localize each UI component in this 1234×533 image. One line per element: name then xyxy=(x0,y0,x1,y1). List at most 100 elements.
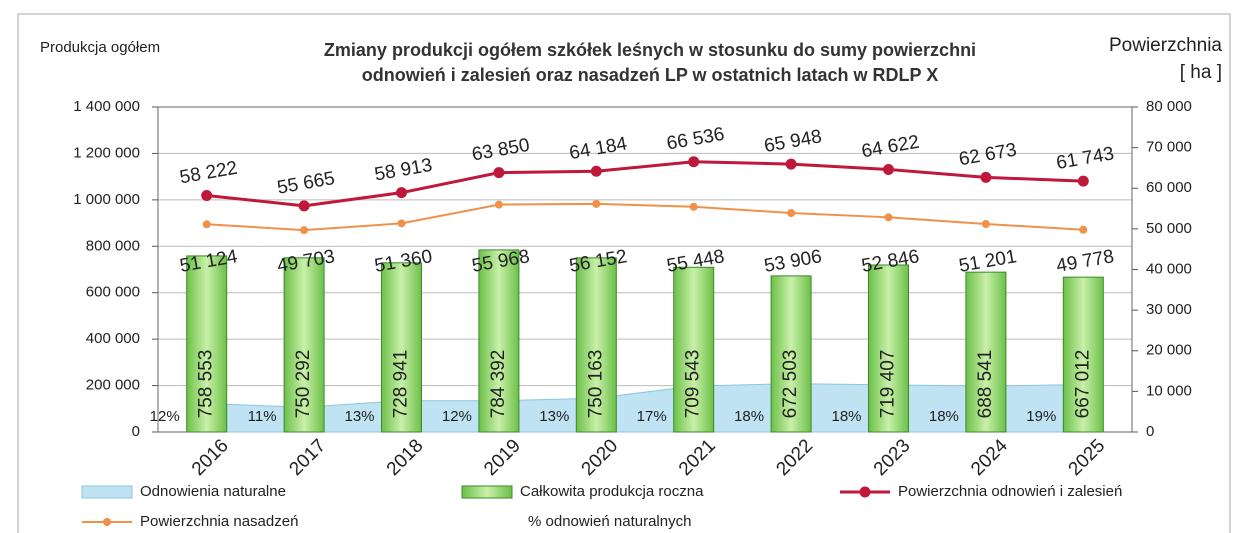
line-value-label: 61 743 xyxy=(1055,143,1116,174)
chart-title: Zmiany produkcji ogółem szkółek leśnych … xyxy=(324,40,976,60)
percent-label: 11% xyxy=(248,408,277,425)
chart-title: odnowień i zalesień oraz nasadzeń LP w o… xyxy=(362,65,938,85)
line-point xyxy=(688,156,700,168)
line-value-label: 53 906 xyxy=(763,246,824,277)
line-point xyxy=(785,158,797,170)
y-tick-label: 800 000 xyxy=(86,237,140,254)
line-point xyxy=(300,226,309,235)
line-point xyxy=(689,202,698,211)
legend-label: % odnowień naturalnych xyxy=(528,513,691,530)
bar xyxy=(1062,276,1104,433)
legend-label: Powierzchnia odnowień i zalesień xyxy=(898,483,1122,500)
percent-label: 12% xyxy=(150,408,180,425)
line-value-label: 58 222 xyxy=(178,158,239,189)
x-tick-label: 2017 xyxy=(285,435,330,480)
legend-swatch xyxy=(859,486,871,498)
line-value-label: 65 948 xyxy=(763,126,824,157)
bar xyxy=(478,249,520,433)
x-tick-label: 2018 xyxy=(383,435,428,480)
y2-tick-label: 10 000 xyxy=(1146,382,1192,399)
y2-tick-label: 20 000 xyxy=(1146,342,1192,359)
y2-tick-label: 40 000 xyxy=(1146,260,1192,277)
percent-label: 18% xyxy=(831,408,861,425)
line-point xyxy=(592,199,601,208)
percent-label: 17% xyxy=(637,408,667,425)
x-tick-label: 2021 xyxy=(675,435,720,480)
x-tick-label: 2025 xyxy=(1065,435,1110,480)
bar xyxy=(283,257,325,433)
y2-tick-label: 60 000 xyxy=(1146,179,1192,196)
bar xyxy=(770,275,812,433)
line-point xyxy=(884,213,893,222)
percent-label: 13% xyxy=(344,408,374,425)
line-point xyxy=(1079,225,1088,234)
line-point xyxy=(201,189,213,201)
line xyxy=(206,160,1084,208)
line-point xyxy=(202,220,211,229)
percent-label: 12% xyxy=(442,408,472,425)
y-tick-label: 600 000 xyxy=(86,284,140,301)
line-value-label: 55 665 xyxy=(276,168,337,199)
line-value-label: 49 778 xyxy=(1055,246,1116,277)
bar-value-label: 758 553 xyxy=(196,350,217,419)
y2-tick-label: 70 000 xyxy=(1146,139,1192,156)
y2-tick-label: 30 000 xyxy=(1146,301,1192,318)
line-point xyxy=(981,219,990,228)
bar xyxy=(868,264,909,433)
line-point xyxy=(298,200,310,212)
x-tick-label: 2019 xyxy=(480,435,525,480)
bar-value-label: 719 407 xyxy=(878,350,899,419)
bar xyxy=(575,257,617,433)
legend-swatch xyxy=(461,485,513,499)
y-tick-label: 1 200 000 xyxy=(73,144,140,161)
percent-label: 19% xyxy=(1026,408,1056,425)
legend-label: Odnowienia naturalne xyxy=(140,483,286,500)
bar-value-label: 672 503 xyxy=(780,350,801,419)
percent-label: 18% xyxy=(929,408,959,425)
y2-axis-label: Powierzchnia xyxy=(1109,35,1222,56)
bar-value-label: 784 392 xyxy=(488,350,509,419)
line-value-label: 63 850 xyxy=(470,135,531,166)
y-tick-label: 400 000 xyxy=(86,330,140,347)
line-point xyxy=(493,167,505,179)
y-axis-label: Produkcja ogółem xyxy=(40,39,160,56)
legend-swatch xyxy=(103,518,111,526)
bar-value-label: 750 292 xyxy=(293,350,314,419)
legend-label: Powierzchnia nasadzeń xyxy=(140,513,298,530)
y2-tick-label: 0 xyxy=(1146,423,1154,440)
bar-value-label: 750 163 xyxy=(585,350,606,419)
x-tick-label: 2016 xyxy=(188,435,233,480)
bar xyxy=(965,271,1007,433)
bar xyxy=(673,266,715,433)
bar-value-label: 688 541 xyxy=(975,350,996,419)
line-point xyxy=(396,187,407,199)
bar xyxy=(186,255,228,433)
frame xyxy=(17,13,1231,533)
y2-axis-label: [ ha ] xyxy=(1180,62,1222,83)
line xyxy=(206,202,1084,232)
x-tick-label: 2024 xyxy=(967,435,1012,480)
line-value-label: 64 622 xyxy=(860,132,921,163)
y-tick-label: 0 xyxy=(132,423,140,440)
line-value-label: 62 673 xyxy=(957,140,1018,171)
percent-label: 13% xyxy=(539,408,569,425)
bar-value-label: 667 012 xyxy=(1072,350,1093,419)
line-point xyxy=(787,209,796,218)
line-value-label: 66 536 xyxy=(665,124,726,155)
line-point xyxy=(494,200,503,209)
line-point xyxy=(980,171,992,183)
line-point xyxy=(883,163,894,175)
line-point xyxy=(590,165,602,177)
y2-tick-label: 50 000 xyxy=(1146,220,1192,237)
line-point xyxy=(1077,175,1089,187)
x-tick-label: 2023 xyxy=(870,435,915,480)
legend-label: Całkowita produkcja roczna xyxy=(520,483,704,500)
legend-swatch xyxy=(81,485,133,499)
y2-tick-label: 80 000 xyxy=(1146,98,1192,115)
y-tick-label: 200 000 xyxy=(86,377,140,394)
y-tick-label: 1 000 000 xyxy=(73,191,140,208)
y-tick-label: 1 400 000 xyxy=(73,98,140,115)
bar xyxy=(381,262,422,433)
percent-label: 18% xyxy=(734,408,764,425)
